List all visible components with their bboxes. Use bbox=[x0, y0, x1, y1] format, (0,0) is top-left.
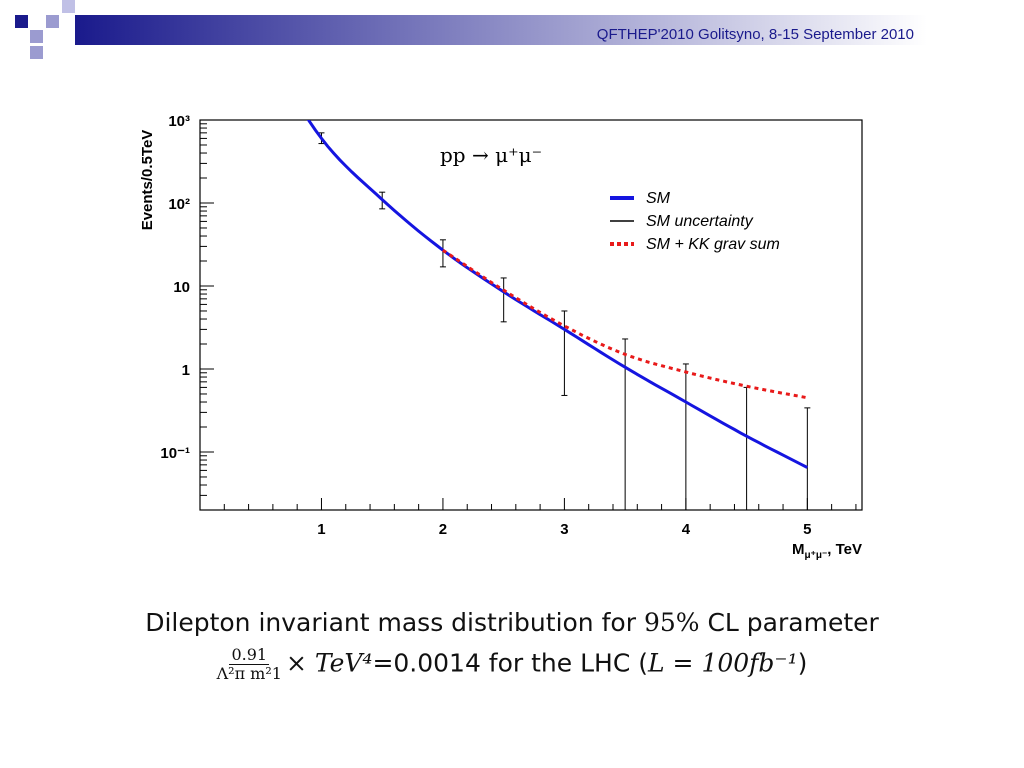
y-tick-label: 10² bbox=[168, 196, 190, 213]
plot-frame bbox=[199, 119, 863, 511]
fraction-numerator: 0.91 bbox=[229, 645, 270, 665]
header-gradient-bar bbox=[75, 15, 927, 45]
series-line-sm-kk bbox=[442, 248, 808, 400]
caption-line2-close: ) bbox=[797, 648, 808, 678]
legend-label-sm: SM bbox=[646, 190, 671, 207]
x-tick-label: 4 bbox=[682, 521, 691, 538]
x-tick-label: 3 bbox=[560, 521, 568, 538]
caption-line1-suffix: CL parameter bbox=[707, 608, 879, 637]
series-line-sm bbox=[306, 120, 808, 469]
slide-header-title: QFTHEP'2010 Golitsyno, 8-15 September 20… bbox=[596, 26, 914, 43]
x-tick-label: 5 bbox=[803, 521, 811, 538]
y-tick-label: 10⁻¹ bbox=[160, 445, 190, 462]
x-axis-label: Mμ⁺μ⁻, TeV bbox=[792, 541, 862, 560]
logo-square-dark bbox=[15, 15, 28, 28]
logo-square-light-3 bbox=[62, 0, 75, 13]
x-tick-label: 1 bbox=[317, 521, 325, 538]
legend-label-kk: SM + KK grav sum bbox=[646, 236, 780, 253]
caption-luminosity: L = 100fb⁻¹ bbox=[648, 648, 798, 678]
logo-square-light-1 bbox=[46, 15, 59, 28]
y-axis-label: Events/0.5TeV bbox=[139, 130, 156, 231]
x-tick-label: 2 bbox=[439, 521, 447, 538]
invariant-mass-chart: 1 2 3 4 5 10⁻¹ 1 10 10² 10³ Events/0.5TeV Mμ⁺μ⁻, Te… bbox=[139, 113, 863, 560]
caption-confidence-level: 95% bbox=[643, 608, 700, 637]
fraction-denominator: Λ²π m²1 bbox=[216, 664, 282, 683]
caption-line1-prefix: Dilepton invariant mass distribution for bbox=[145, 608, 636, 637]
caption-fraction: 0.91 Λ²π m²1 bbox=[217, 646, 282, 683]
caption-line-2: 0.91 Λ²π m²1 × TeV⁴=0.0014 for the LHC (… bbox=[0, 646, 1024, 683]
y-tick-label: 10 bbox=[173, 279, 190, 296]
plot-area bbox=[306, 120, 811, 510]
y-tick-label: 1 bbox=[182, 362, 190, 379]
logo-square-light-2 bbox=[30, 30, 43, 43]
caption-line-1: Dilepton invariant mass distribution for… bbox=[0, 608, 1024, 637]
y-tick-label: 10³ bbox=[168, 113, 190, 130]
chart-title: pp → μ⁺μ⁻ bbox=[440, 143, 542, 167]
caption-line2-value: =0.0014 for the LHC ( bbox=[372, 648, 648, 678]
logo-square-light-4 bbox=[30, 46, 43, 59]
caption-tev-factor: × TeV⁴ bbox=[285, 648, 373, 678]
legend-label-uncertainty: SM uncertainty bbox=[646, 213, 754, 230]
